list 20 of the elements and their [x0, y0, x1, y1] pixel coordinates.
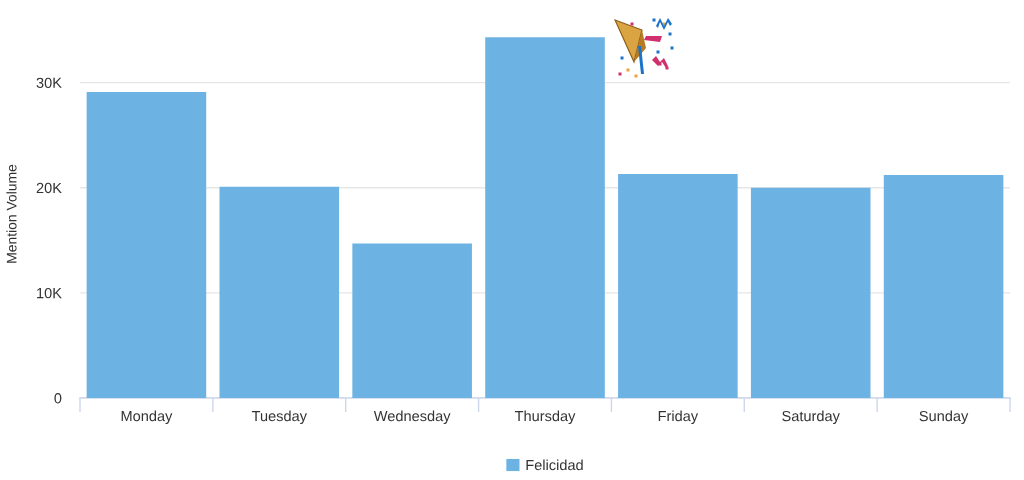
x-tick-label: Friday — [658, 410, 699, 425]
x-tick-label: Monday — [121, 410, 173, 425]
x-tick-label: Tuesday — [251, 410, 307, 425]
bar — [883, 175, 1004, 398]
bar — [86, 92, 207, 398]
y-axis-title: Mention Volume — [6, 164, 17, 263]
x-tick-label: Wednesday — [373, 410, 451, 425]
y-tick-label: 20K — [36, 182, 62, 194]
bar — [219, 186, 340, 398]
x-tick-label: Saturday — [782, 410, 840, 425]
y-tick-label: 10K — [37, 287, 62, 299]
bar — [352, 243, 472, 398]
x-tick-label: Sunday — [919, 410, 969, 425]
y-tick-label: 0 — [54, 393, 62, 404]
x-tick-label: Thursday — [514, 410, 576, 425]
bar — [750, 187, 871, 398]
bar — [485, 37, 605, 398]
y-tick-label: 30K — [36, 77, 62, 88]
legend-label: Felicidad — [526, 459, 583, 471]
bar — [618, 174, 738, 398]
